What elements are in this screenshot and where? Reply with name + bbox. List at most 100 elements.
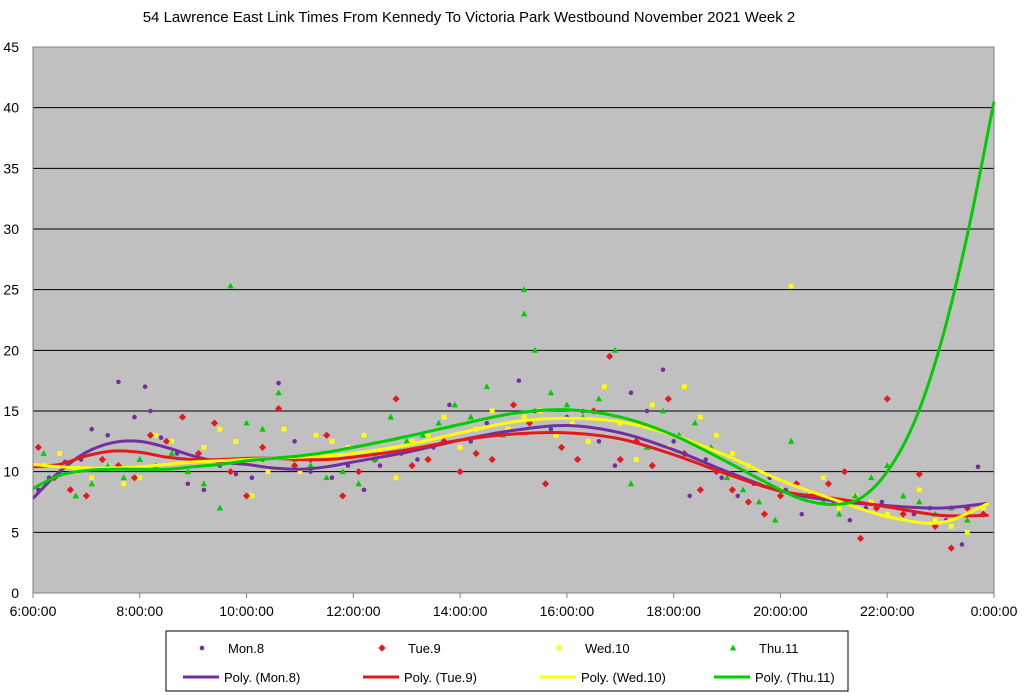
point-thu-11 — [200, 480, 208, 487]
point-wed-10 — [820, 475, 826, 481]
point-tue-9 — [824, 480, 833, 488]
point-mon-8 — [703, 457, 708, 462]
trendline-thu-11 — [32, 101, 996, 506]
point-wed-10 — [633, 457, 639, 462]
point-wed-10 — [788, 283, 794, 289]
point-tue-9 — [242, 492, 251, 500]
point-thu-11 — [483, 383, 491, 390]
point-thu-11 — [659, 407, 667, 414]
legend-trend-label: Poly. (Tue.9) — [404, 670, 477, 685]
point-tue-9 — [541, 480, 550, 488]
point-mon-8 — [847, 517, 853, 523]
point-thu-11 — [787, 437, 795, 444]
point-mon-8 — [799, 511, 805, 517]
point-tue-9 — [744, 498, 753, 506]
legend: Mon.8 Poly. (Mon.8) Tue.9 Poly. (Tue.9) Wed.… — [165, 630, 849, 692]
y-tick-label: 30 — [3, 221, 19, 237]
point-wed-10 — [964, 529, 970, 535]
point-thu-11 — [611, 346, 619, 353]
point-wed-10 — [265, 469, 271, 475]
point-wed-10 — [569, 420, 575, 426]
point-wed-10 — [713, 432, 719, 438]
point-thu-11 — [835, 510, 843, 517]
point-wed-10 — [329, 438, 335, 444]
point-wed-10 — [884, 511, 890, 517]
point-tue-9 — [472, 449, 480, 458]
point-mon-8 — [975, 464, 981, 470]
point-wed-10 — [836, 505, 842, 511]
point-tue-9 — [728, 486, 736, 494]
point-tue-9 — [34, 443, 42, 451]
point-mon-8 — [612, 463, 618, 468]
point-tue-9 — [82, 492, 90, 500]
point-wed-10 — [409, 438, 415, 444]
point-tue-9 — [355, 468, 363, 476]
point-mon-8 — [361, 487, 367, 493]
x-tick-label: 0:00:00 — [971, 603, 1018, 619]
point-wed-10 — [521, 414, 527, 420]
point-wed-10 — [762, 481, 767, 487]
point-thu-11 — [387, 413, 394, 420]
point-thu-11 — [868, 474, 875, 481]
gridlines — [33, 107, 994, 533]
point-tue-9 — [947, 544, 955, 552]
point-tue-9 — [66, 486, 74, 494]
point-thu-11 — [323, 474, 330, 481]
point-wed-10 — [505, 426, 511, 432]
point-tue-9 — [194, 449, 203, 458]
point-thu-11 — [451, 401, 458, 408]
point-wed-10 — [137, 475, 143, 481]
point-thu-11 — [691, 419, 699, 426]
point-mon-8 — [308, 469, 313, 474]
point-wed-10 — [153, 432, 159, 438]
point-thu-11 — [136, 456, 143, 462]
point-tue-9 — [509, 401, 518, 409]
y-tick-label: 40 — [3, 100, 19, 116]
point-mon-8 — [719, 475, 725, 481]
point-tue-9 — [792, 480, 801, 488]
point-thu-11 — [723, 474, 731, 481]
x-tick-label: 12:00:00 — [326, 603, 381, 619]
y-tick-label: 10 — [3, 464, 19, 480]
point-wed-10 — [729, 451, 735, 456]
point-wed-10 — [233, 438, 239, 444]
legend-marker — [199, 645, 205, 651]
point-mon-8 — [959, 542, 965, 547]
point-mon-8 — [185, 481, 191, 487]
point-wed-10 — [425, 432, 431, 438]
point-thu-11 — [72, 492, 79, 499]
point-mon-8 — [596, 439, 602, 444]
point-wed-10 — [697, 414, 703, 420]
point-thu-11 — [355, 480, 362, 487]
point-mon-8 — [735, 493, 741, 499]
point-wed-10 — [868, 499, 874, 505]
point-thu-11 — [531, 346, 539, 353]
point-wed-10 — [980, 505, 986, 511]
point-thu-11 — [168, 450, 176, 456]
point-mon-8 — [142, 384, 148, 390]
point-tue-9 — [440, 437, 448, 445]
x-tick-label: 20:00:00 — [753, 603, 808, 619]
point-thu-11 — [851, 492, 859, 499]
point-tue-9 — [557, 443, 566, 451]
point-thu-11 — [547, 389, 555, 396]
point-tue-9 — [899, 510, 907, 518]
point-thu-11 — [739, 486, 747, 493]
point-mon-8 — [671, 439, 676, 444]
trendline-wed-10 — [32, 416, 990, 525]
point-wed-10 — [121, 481, 127, 487]
point-thu-11 — [403, 437, 410, 444]
point-mon-8 — [148, 408, 153, 414]
point-mon-8 — [105, 432, 111, 438]
point-thu-11 — [104, 462, 111, 468]
point-thu-11 — [467, 413, 474, 420]
point-mon-8 — [447, 402, 452, 408]
point-tue-9 — [408, 462, 416, 470]
x-tick-label: 22:00:00 — [860, 603, 915, 619]
point-mon-8 — [276, 380, 281, 386]
point-wed-10 — [361, 432, 367, 438]
x-tick-label: 14:00:00 — [433, 603, 488, 619]
y-axis-ticks: 0 5 10 15 20 25 30 35 40 45 — [3, 39, 19, 601]
point-thu-11 — [755, 498, 763, 505]
legend-box — [165, 630, 849, 692]
